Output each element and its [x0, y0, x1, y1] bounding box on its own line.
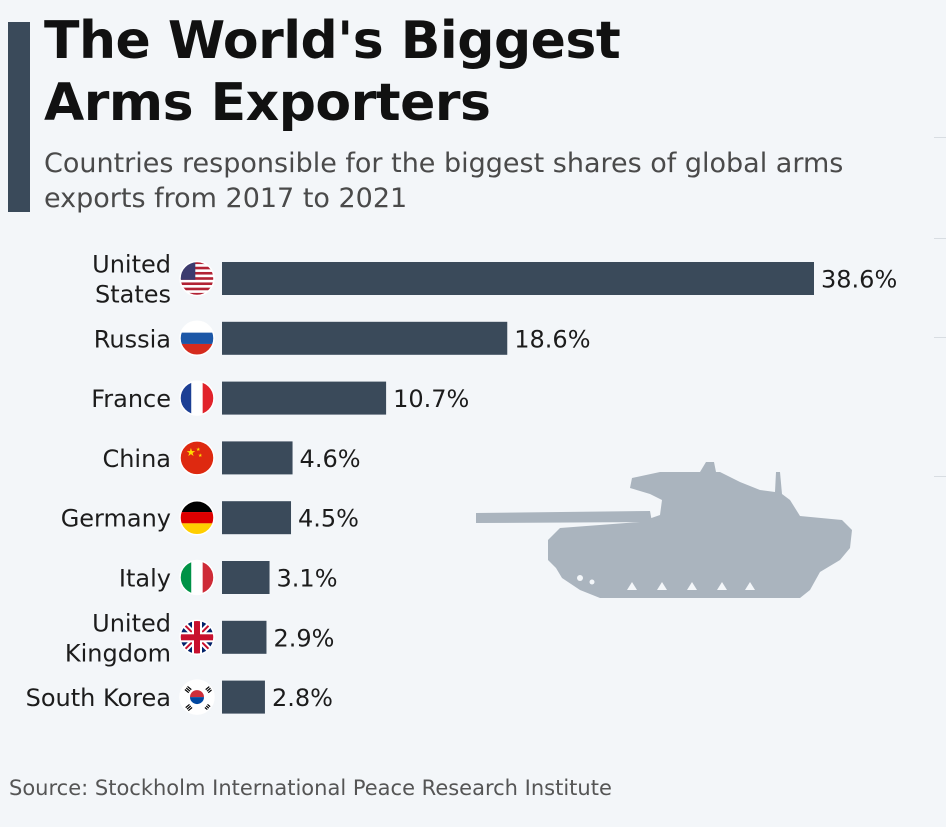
category-label-4: Germany	[61, 505, 171, 533]
flags: ★ ★★	[179, 260, 215, 715]
tank-silhouette-icon	[476, 462, 852, 598]
right-edge	[934, 0, 946, 827]
bar-6	[222, 620, 267, 654]
category-label-2: France	[91, 385, 171, 413]
source-note: Source: Stockholm International Peace Re…	[9, 776, 612, 800]
value-label-6: 2.9%	[273, 624, 334, 652]
flag-russia-icon	[179, 320, 215, 357]
value-label-5: 3.1%	[277, 565, 338, 593]
category-label-3: China	[102, 445, 171, 473]
flag-germany-icon	[179, 499, 215, 536]
bar-3	[222, 441, 293, 475]
title-accent-bar	[8, 22, 30, 212]
svg-text:★: ★	[186, 446, 196, 459]
category-label-1: Russia	[94, 325, 171, 353]
flag-france-icon	[179, 380, 215, 416]
value-label-7: 2.8%	[272, 684, 333, 712]
category-label-5: Italy	[119, 565, 171, 593]
bar-5	[222, 561, 270, 594]
value-label-0: 38.6%	[821, 266, 897, 294]
chart-subtitle: Countries responsible for the biggest sh…	[44, 148, 844, 214]
value-label-4: 4.5%	[298, 505, 359, 533]
category-label-0: United States	[92, 251, 171, 309]
bar-4	[222, 501, 292, 535]
bar-2	[222, 381, 387, 415]
bar-0	[222, 262, 814, 295]
bars	[222, 262, 814, 714]
svg-text:★: ★	[196, 447, 201, 453]
value-label-2: 10.7%	[393, 385, 469, 413]
value-label-3: 4.6%	[300, 445, 361, 473]
flag-china-icon: ★ ★★	[179, 440, 215, 476]
flag-us-icon	[179, 260, 215, 297]
value-label-1: 18.6%	[514, 325, 590, 353]
category-label-6: United Kingdom	[65, 609, 171, 667]
flag-south-korea-icon	[179, 679, 215, 715]
labels: 38.6% United States 18.6% Russia 10.7% France 4…	[26, 251, 898, 713]
flag-italy-icon	[179, 559, 215, 596]
bar-7	[222, 680, 265, 714]
svg-text:★: ★	[198, 453, 203, 459]
chart-title: The World's Biggest Arms Exporters	[44, 11, 621, 133]
category-label-7: South Korea	[26, 684, 171, 712]
bar-1	[222, 321, 508, 355]
flag-uk-icon	[179, 619, 215, 656]
